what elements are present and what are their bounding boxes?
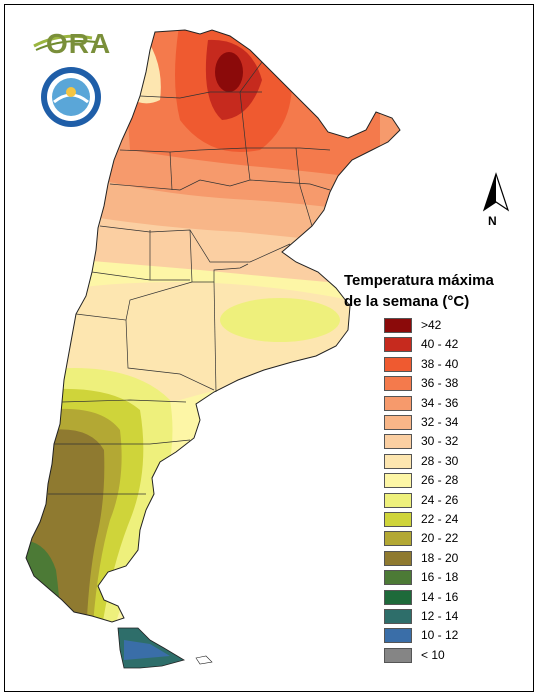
legend-item: 24 - 26 <box>384 491 534 509</box>
legend-label: 16 - 18 <box>421 570 459 585</box>
legend-item: 22 - 24 <box>384 510 534 528</box>
legend-item: 20 - 22 <box>384 529 534 547</box>
legend-label: 30 - 32 <box>421 434 459 449</box>
legend-swatch <box>384 453 412 469</box>
legend-label: 12 - 14 <box>421 609 459 623</box>
legend-swatch <box>384 356 412 372</box>
legend-item: 32 - 34 <box>384 413 534 431</box>
legend-swatch <box>384 647 412 663</box>
legend-label: 28 - 30 <box>421 453 459 468</box>
legend-title: Temperatura máxima de la semana (°C) <box>344 270 534 312</box>
legend-swatch <box>384 628 412 644</box>
legend-title-line1: Temperatura máxima <box>344 272 494 289</box>
legend-swatch <box>384 434 412 450</box>
legend-item: 34 - 36 <box>384 394 534 412</box>
legend-item: 10 - 12 <box>384 626 534 644</box>
legend-item: 28 - 30 <box>384 452 534 470</box>
legend-swatch <box>384 415 412 430</box>
legend-label: 26 - 28 <box>421 473 459 488</box>
legend-swatch <box>384 473 412 489</box>
legend-item: 14 - 16 <box>384 588 534 606</box>
ora-logo-text: ORA <box>46 28 112 59</box>
legend-label: >42 <box>421 318 442 332</box>
legend-swatch <box>384 570 412 586</box>
legend-label: 20 - 22 <box>421 531 459 546</box>
legend-swatch <box>384 376 412 392</box>
legend-swatch <box>384 550 412 566</box>
legend-item: 18 - 20 <box>384 549 534 567</box>
ora-logo-icon <box>33 34 97 51</box>
legend-label: 34 - 36 <box>421 395 459 410</box>
legend-swatch <box>384 531 412 547</box>
legend-item: 40 - 42 <box>384 335 534 353</box>
smn-seal-icon <box>41 67 101 127</box>
north-label: N <box>488 214 497 228</box>
legend-item: 26 - 28 <box>384 471 534 489</box>
legend-item: 16 - 18 <box>384 568 534 586</box>
legend-swatch <box>384 609 412 624</box>
legend-item: >42 <box>384 316 534 334</box>
legend-swatch <box>384 492 412 508</box>
legend-label: 32 - 34 <box>421 415 459 429</box>
north-arrow-icon <box>482 172 510 212</box>
legend-swatch <box>384 512 412 527</box>
legend-item: 30 - 32 <box>384 432 534 450</box>
legend-label: 38 - 40 <box>421 356 459 371</box>
legend-item: 36 - 38 <box>384 374 534 392</box>
legend-title-line2: de la semana (°C) <box>344 293 470 310</box>
legend-swatch <box>384 589 412 605</box>
legend-label: 40 - 42 <box>421 337 459 352</box>
legend-label: < 10 <box>421 647 445 662</box>
legend-label: 36 - 38 <box>421 376 459 391</box>
legend-item: < 10 <box>384 646 534 664</box>
legend-item: 12 - 14 <box>384 607 534 625</box>
legend-label: 10 - 12 <box>421 628 459 643</box>
legend-swatch <box>384 318 412 333</box>
legend-swatch <box>384 337 412 353</box>
legend-item: 38 - 40 <box>384 355 534 373</box>
legend-label: 22 - 24 <box>421 512 459 526</box>
legend-label: 18 - 20 <box>421 550 459 565</box>
legend-label: 14 - 16 <box>421 589 459 604</box>
legend-swatch <box>384 395 412 411</box>
legend-label: 24 - 26 <box>421 492 459 507</box>
